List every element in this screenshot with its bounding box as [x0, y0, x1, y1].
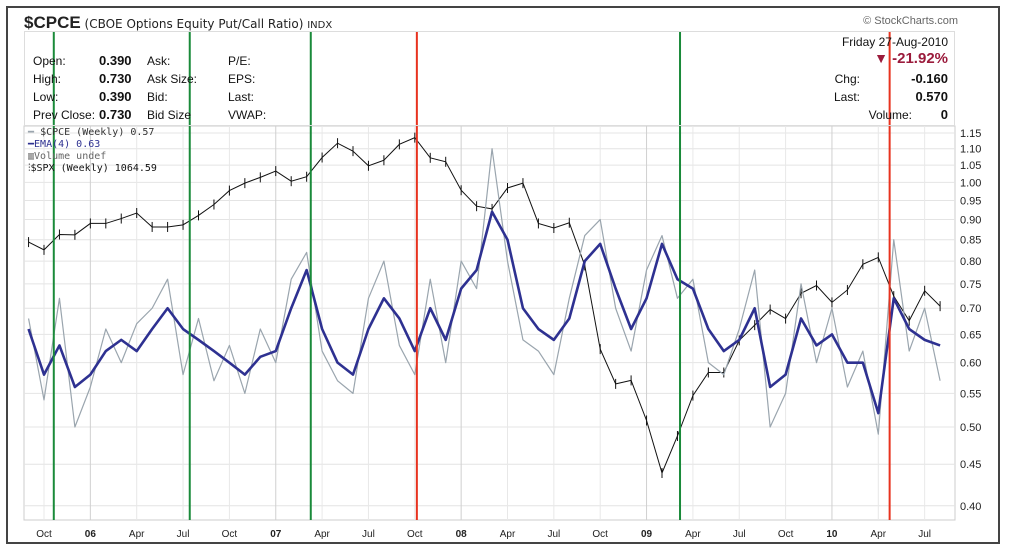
x-tick-label: Jul	[362, 529, 375, 540]
x-tick-label: Oct	[222, 529, 238, 540]
y-tick-label: 0.50	[960, 422, 981, 434]
symbol-name: (CBOE Options Equity Put/Call Ratio)	[84, 17, 304, 31]
volume-value: 0	[940, 107, 948, 122]
ohlc-bars-icon: ⫶	[28, 163, 31, 174]
x-tick-label: Apr	[871, 529, 887, 540]
x-tick-label: Apr	[500, 529, 516, 540]
symbol: $CPCE	[24, 13, 81, 32]
y-tick-label: 0.45	[960, 459, 981, 471]
bid-label: Bid:	[147, 90, 168, 104]
high-value: 0.730	[99, 71, 132, 86]
cpce-line	[27, 148, 941, 435]
ask-size-label: Ask Size:	[147, 72, 198, 86]
y-tick-label: 0.85	[960, 235, 981, 247]
x-tick-label: Oct	[592, 529, 608, 540]
chg-label: Chg:	[834, 72, 860, 86]
vwap-label: VWAP:	[228, 108, 267, 122]
exchange: INDX	[307, 20, 333, 31]
plot-area	[23, 125, 956, 521]
ema-line	[27, 210, 941, 415]
x-tick-label: Oct	[36, 529, 52, 540]
y-tick-label: 0.70	[960, 303, 981, 315]
x-tick-label: Jul	[547, 529, 560, 540]
bid-size-label: Bid Size	[147, 108, 192, 122]
y-tick-label: 0.80	[960, 256, 981, 268]
last-value: 0.570	[915, 89, 948, 104]
y-tick-label: 0.75	[960, 279, 981, 291]
brand-watermark[interactable]: © StockCharts.com	[863, 15, 958, 27]
high-label: High:	[33, 72, 62, 86]
quote-date: Friday 27-Aug-2010	[841, 35, 948, 49]
volume-label: Volume:	[868, 108, 912, 122]
y-tick-label: 1.00	[960, 177, 981, 189]
line-swatch-icon: ━	[28, 127, 35, 138]
open-value: 0.390	[99, 53, 132, 68]
x-tick-label: 10	[826, 529, 838, 540]
legend-cpce-text: $CPCE (Weekly) 0.57	[40, 127, 155, 138]
line-swatch-icon: ━	[28, 139, 35, 150]
prev-close-value: 0.730	[99, 107, 132, 122]
x-tick-label: Oct	[407, 529, 423, 540]
spx-line	[28, 137, 941, 475]
chart-title: $CPCE (CBOE Options Equity Put/Call Rati…	[24, 13, 332, 33]
legend-cpce: ━ $CPCE (Weekly) 0.57	[28, 127, 154, 138]
y-tick-label: 0.55	[960, 388, 981, 400]
low-label: Low:	[33, 90, 59, 104]
ask-label: Ask:	[147, 54, 171, 68]
last-label: Last:	[228, 90, 255, 104]
x-tick-label: 09	[641, 529, 653, 540]
y-tick-label: 1.10	[960, 144, 981, 156]
percent-change: ▼ -21.92%	[874, 50, 948, 67]
y-tick-label: 0.90	[960, 215, 981, 227]
x-tick-label: Jul	[733, 529, 746, 540]
chg-value: -0.160	[911, 71, 948, 86]
legend-volume: ▥Volume undef	[28, 151, 106, 162]
x-tick-label: Oct	[778, 529, 794, 540]
x-tick-label: Apr	[129, 529, 145, 540]
low-value: 0.390	[99, 89, 132, 104]
x-tick-label: Apr	[314, 529, 330, 540]
eps-label: EPS:	[228, 72, 256, 86]
legend-volume-text: Volume undef	[34, 151, 107, 162]
y-tick-label: 1.15	[960, 128, 981, 140]
x-tick-label: Jul	[918, 529, 931, 540]
legend-ema: ━EMA(4) 0.63	[28, 139, 100, 150]
legend-spx-text: $SPX (Weekly) 1064.59	[30, 163, 157, 174]
pe-label: P/E:	[228, 54, 251, 68]
y-tick-label: 0.40	[960, 501, 981, 513]
x-tick-label: Jul	[177, 529, 190, 540]
y-tick-label: 0.60	[960, 358, 981, 370]
percent-change-value: -21.92%	[892, 50, 948, 67]
down-triangle-icon: ▼	[874, 50, 888, 66]
last2-label: Last:	[833, 90, 860, 104]
x-tick-label: 06	[85, 529, 97, 540]
prev-close-label: Prev Close:	[33, 108, 96, 122]
volume-bars-icon: ▥	[28, 151, 35, 162]
x-tick-label: 07	[270, 529, 282, 540]
x-tick-label: Apr	[685, 529, 701, 540]
legend-spx: ⫶$SPX (Weekly) 1064.59	[28, 163, 157, 174]
legend-ema-text: EMA(4) 0.63	[34, 139, 101, 150]
y-tick-label: 1.05	[960, 160, 981, 172]
quote-panel: Open: High: Low: Prev Close: 0.390 0.730…	[24, 31, 955, 126]
y-tick-label: 0.65	[960, 329, 981, 341]
y-tick-label: 0.95	[960, 195, 981, 207]
x-tick-label: 08	[456, 529, 468, 540]
open-label: Open:	[33, 54, 66, 68]
